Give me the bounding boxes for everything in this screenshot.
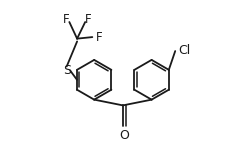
Text: F: F [96, 31, 102, 44]
Text: F: F [63, 13, 70, 26]
Text: F: F [85, 13, 91, 26]
Text: S: S [63, 64, 71, 77]
Text: Cl: Cl [178, 44, 190, 57]
Text: O: O [119, 129, 129, 143]
